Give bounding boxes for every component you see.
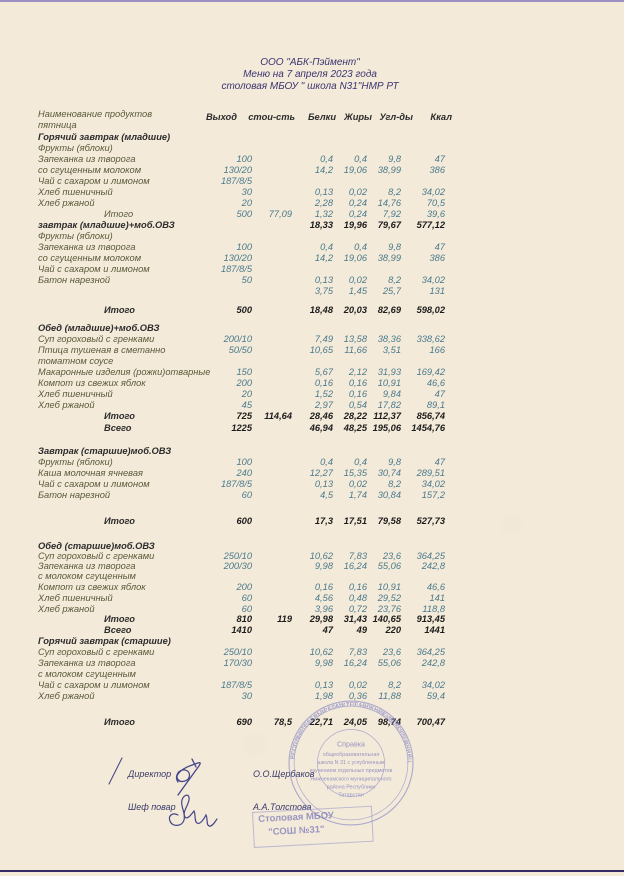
svg-text:школа N 31 с углубленным: школа N 31 с углубленным [317,760,384,766]
svg-text:района Республики: района Республики [327,783,375,790]
svg-text:Справка: Справка [337,741,365,749]
svg-text:изучением отдельных предметов: изучением отдельных предметов [310,768,393,774]
svg-text:Татарстан: Татарстан [338,793,363,799]
svg-text:общеобразовательная: общеобразовательная [323,752,380,758]
svg-text:Нижнекамского муниципального: Нижнекамского муниципального [310,776,391,782]
